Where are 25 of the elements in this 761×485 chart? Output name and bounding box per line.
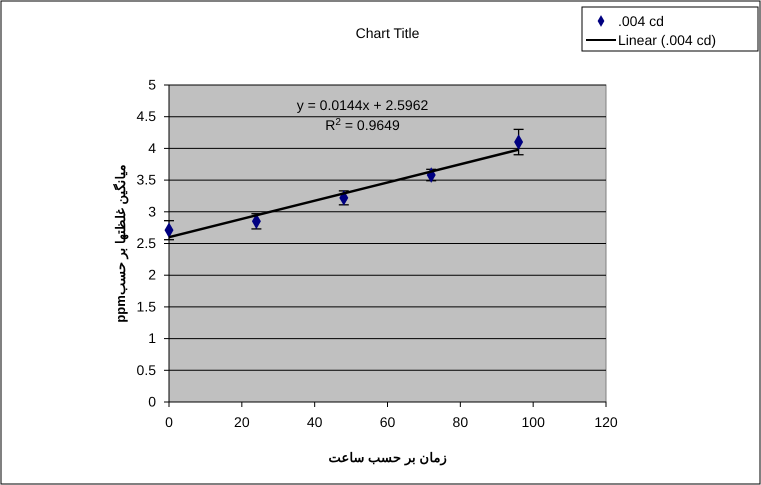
y-axis-title: میانگین غلظتها بر حسبppm xyxy=(112,164,129,323)
legend-label: Linear (.004 cd) xyxy=(618,32,716,48)
y-tick-label: 3.5 xyxy=(136,172,156,188)
x-tick-label: 40 xyxy=(306,414,323,430)
annotation: y = 0.0144x + 2.5962 xyxy=(296,97,428,113)
y-tick-label: 4 xyxy=(148,140,156,156)
x-tick-label: 100 xyxy=(521,414,546,430)
y-tick-label: 3 xyxy=(148,203,156,220)
y-tick-label: 5 xyxy=(148,76,156,92)
y-tick-label: 0.5 xyxy=(136,362,156,378)
x-tick-label: 80 xyxy=(452,414,468,430)
y-tick-label: 0 xyxy=(148,393,156,410)
y-tick-label: 2 xyxy=(148,266,156,283)
y-tick-label: 2.5 xyxy=(136,234,156,251)
x-axis-title: زمان بر حسب ساعت xyxy=(328,450,446,466)
x-tick-label: 20 xyxy=(234,414,250,430)
y-tick-label: 1.5 xyxy=(136,298,156,314)
annotation: R$^{2}$ = 0.9649 xyxy=(325,116,400,133)
x-tick-label: 60 xyxy=(380,414,396,430)
x-tick-label: 120 xyxy=(594,414,618,430)
chart-title: Chart Title xyxy=(356,25,420,41)
x-tick-label: 0 xyxy=(165,414,174,430)
y-tick-label: 4.5 xyxy=(136,108,156,124)
legend-label: .004 cd xyxy=(618,13,664,29)
y-tick-label: 1 xyxy=(148,330,156,346)
